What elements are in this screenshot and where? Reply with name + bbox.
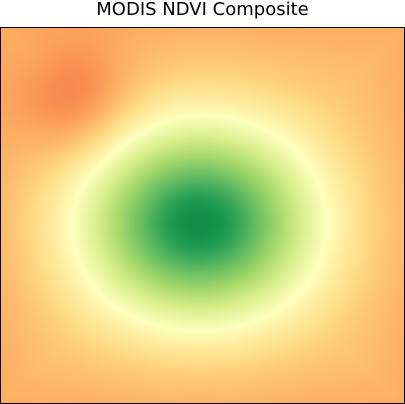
chart-title: MODIS NDVI Composite [96, 0, 308, 20]
heatmap-raster-holder [0, 27, 405, 404]
ndvi-heatmap [0, 27, 405, 404]
